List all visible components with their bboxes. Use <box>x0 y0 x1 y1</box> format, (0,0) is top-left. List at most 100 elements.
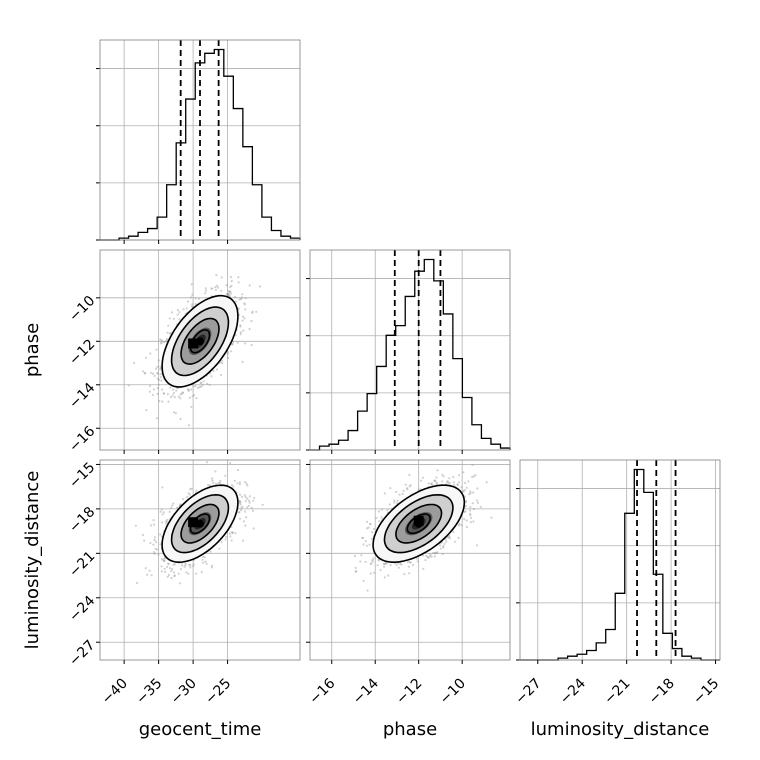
x-tick-label: −25 <box>202 676 234 708</box>
scatter-point <box>127 384 130 387</box>
scatter-point <box>406 488 409 491</box>
scatter-point <box>226 352 229 356</box>
scatter-point <box>153 551 156 554</box>
scatter-point <box>166 562 170 565</box>
scatter-point <box>155 548 159 551</box>
scatter-point <box>244 524 247 527</box>
scatter-point <box>248 501 251 504</box>
scatter-point <box>241 293 244 296</box>
scatter-point <box>236 341 239 344</box>
scatter-point <box>193 394 196 397</box>
x-tick-label: −18 <box>646 676 678 708</box>
scatter-point <box>158 400 161 403</box>
scatter-point <box>165 338 168 341</box>
scatter-point <box>157 359 160 362</box>
scatter-point <box>146 573 149 576</box>
scatter-point <box>248 284 251 287</box>
scatter-point <box>178 318 181 321</box>
histogram-step-line <box>100 48 301 241</box>
scatter-point <box>159 543 162 546</box>
scatter-point <box>168 510 171 513</box>
scatter-point <box>384 561 387 565</box>
scatter-point <box>233 479 236 482</box>
scatter-point <box>159 365 162 368</box>
scatter-point <box>181 391 184 395</box>
scatter-point <box>210 287 213 290</box>
panel-hist-luminosity_distance <box>516 459 721 661</box>
x-tick-label: −30 <box>168 676 200 708</box>
scatter-point <box>150 574 153 577</box>
scatter-point <box>169 506 173 510</box>
scatter-point <box>464 481 467 485</box>
scatter-point <box>215 273 218 277</box>
scatter-point <box>366 527 369 530</box>
scatter-point <box>435 483 438 486</box>
scatter-point <box>401 492 404 495</box>
panel-2d-geocent_time-vs-phase <box>99 249 301 451</box>
scatter-point <box>184 564 187 567</box>
scatter-point <box>191 293 194 296</box>
scatter-point <box>447 536 450 539</box>
scatter-point <box>435 481 438 484</box>
scatter-point <box>442 475 445 478</box>
scatter-point <box>369 523 372 526</box>
scatter-point <box>239 333 242 336</box>
scatter-point <box>169 386 172 389</box>
scatter-point <box>216 368 219 371</box>
scatter-point <box>353 554 356 558</box>
scatter-point <box>428 555 431 558</box>
scatter-point <box>152 543 155 546</box>
scatter-point <box>151 393 155 397</box>
scatter-point <box>370 537 373 541</box>
scatter-point <box>163 567 166 570</box>
y-tick-label: −10 <box>66 293 98 325</box>
scatter-point <box>160 570 163 573</box>
scatter-point <box>190 405 193 408</box>
scatter-point <box>156 377 159 380</box>
scatter-point <box>145 409 148 412</box>
scatter-point <box>468 509 472 512</box>
scatter-point <box>229 290 232 293</box>
scatter-point <box>458 522 461 526</box>
y-tick-label: −27 <box>66 637 98 669</box>
scatter-point <box>364 560 367 564</box>
scatter-point <box>244 495 247 499</box>
scatter-point <box>383 563 386 566</box>
scatter-point <box>153 536 156 539</box>
truth-marker <box>188 517 199 528</box>
scatter-point <box>187 388 190 391</box>
scatter-point <box>200 381 203 385</box>
scatter-point <box>464 510 467 513</box>
scatter-point <box>472 507 475 511</box>
scatter-point <box>237 511 240 514</box>
scatter-point <box>424 559 427 562</box>
scatter-point <box>172 317 175 320</box>
scatter-point <box>399 562 402 565</box>
scatter-point <box>192 565 195 568</box>
scatter-point <box>194 297 197 300</box>
scatter-point <box>237 281 240 284</box>
scatter-point <box>469 490 472 493</box>
panel-2d-phase-vs-luminosity_distance <box>309 459 511 661</box>
scatter-point <box>192 563 195 566</box>
scatter-point <box>152 519 155 522</box>
scatter-point <box>244 500 247 503</box>
scatter-point <box>369 522 372 525</box>
scatter-point <box>153 552 156 555</box>
scatter-point <box>446 480 449 483</box>
scatter-point <box>190 283 193 286</box>
scatter-point <box>373 571 376 574</box>
scatter-point <box>183 565 186 568</box>
scatter-point <box>161 513 164 516</box>
scatter-point <box>165 520 168 523</box>
scatter-point <box>132 361 136 365</box>
scatter-point <box>177 572 180 575</box>
scatter-point <box>377 559 381 562</box>
scatter-point <box>143 372 146 375</box>
scatter-point <box>408 485 411 488</box>
panel-background <box>100 460 300 660</box>
scatter-point <box>397 566 400 569</box>
scatter-point <box>241 495 244 498</box>
scatter-point <box>228 532 232 535</box>
scatter-point <box>393 499 396 502</box>
